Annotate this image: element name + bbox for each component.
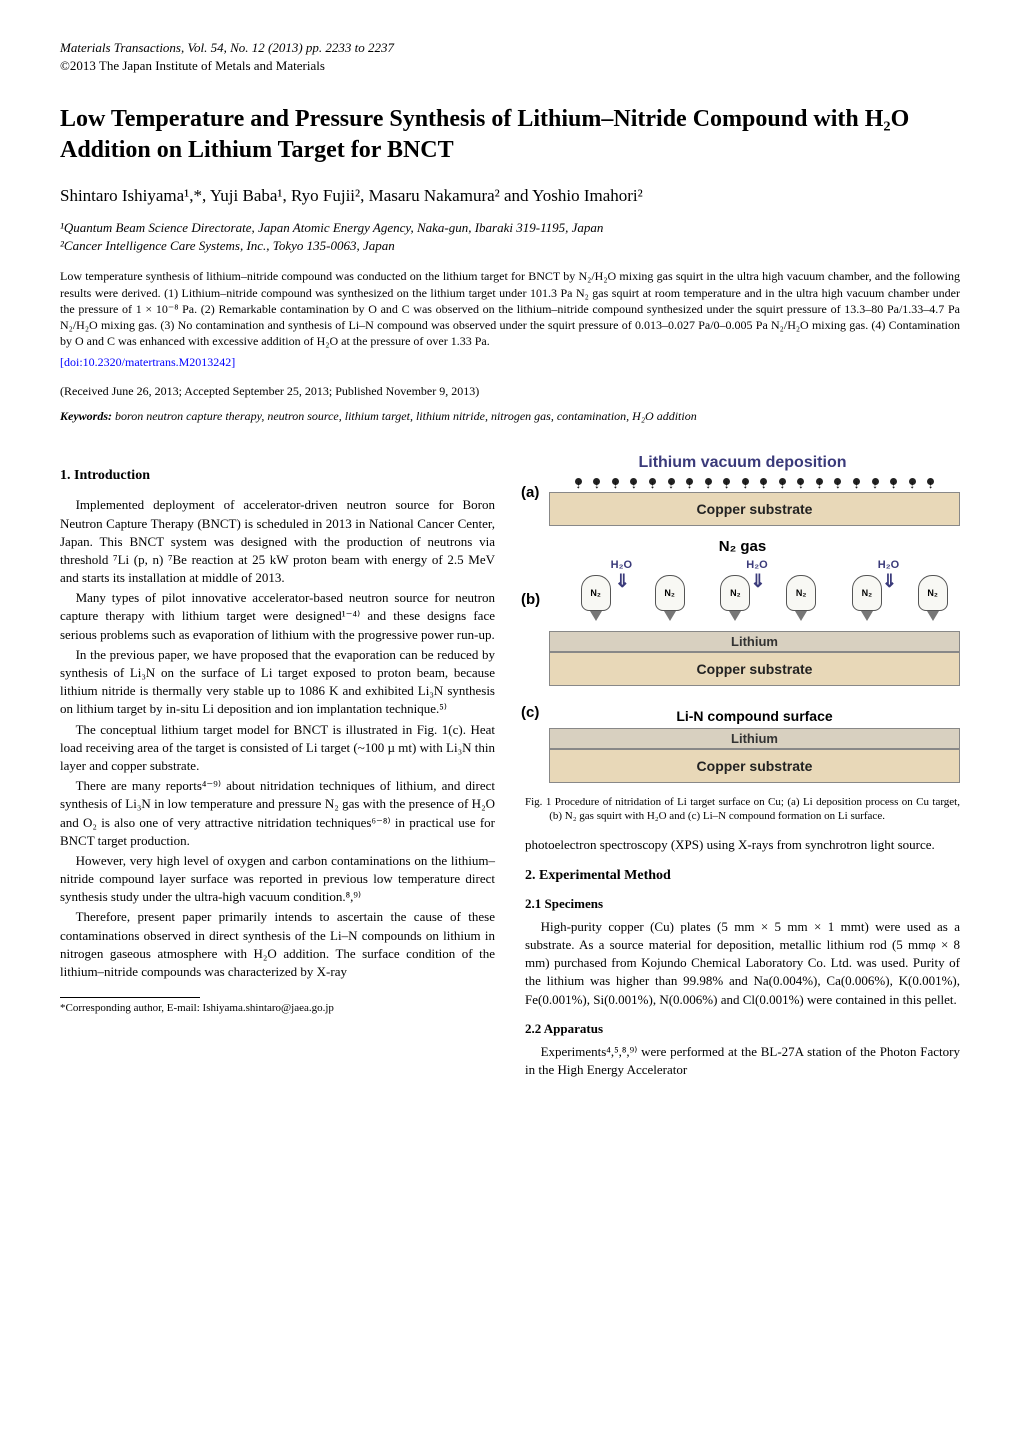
panel-c-label: (c) bbox=[521, 704, 539, 721]
deposition-arrow-icon: ↓ bbox=[742, 481, 748, 490]
panel-b-label: (b) bbox=[521, 591, 540, 608]
deposition-arrow-icon: ↓ bbox=[687, 481, 693, 490]
journal-header: Materials Transactions, Vol. 54, No. 12 … bbox=[60, 40, 960, 56]
h2o-label: H₂O bbox=[611, 559, 632, 571]
lin-compound-surface-label: Li-N compound surface bbox=[549, 704, 960, 728]
deposition-arrow-icon: ↓ bbox=[817, 481, 823, 490]
corresponding-author-footnote: *Corresponding author, E-mail: Ishiyama.… bbox=[60, 1002, 495, 1014]
section-1-heading: 1. Introduction bbox=[60, 468, 495, 484]
gas-squirt-row: N₂N₂N₂N₂N₂N₂H₂O⇓H₂O⇓H₂O⇓ bbox=[549, 561, 960, 631]
deposition-arrow-icon: ↓ bbox=[909, 481, 915, 490]
deposition-arrow-icon: ↓ bbox=[724, 481, 730, 490]
affiliation-1: ¹Quantum Beam Science Directorate, Japan… bbox=[60, 220, 960, 236]
apparatus-para: Experiments⁴,⁵,⁸,⁹⁾ were performed at th… bbox=[525, 1043, 960, 1079]
nozzle-body-label: N₂ bbox=[852, 575, 882, 611]
figure-1-panel-b: (b) N₂N₂N₂N₂N₂N₂H₂O⇓H₂O⇓H₂O⇓ Lithium Cop… bbox=[525, 561, 960, 686]
intro-para-2: Many types of pilot innovative accelerat… bbox=[60, 589, 495, 644]
lithium-layer-c: Lithium bbox=[549, 728, 960, 749]
left-column: 1. Introduction Implemented deployment o… bbox=[60, 454, 495, 1081]
received-line: (Received June 26, 2013; Accepted Septem… bbox=[60, 384, 960, 399]
subsection-2-1-heading: 2.1 Specimens bbox=[525, 896, 960, 912]
affiliation-2: ²Cancer Intelligence Care Systems, Inc.,… bbox=[60, 238, 960, 254]
intro-para-3: In the previous paper, we have proposed … bbox=[60, 646, 495, 719]
right-column: Lithium vacuum deposition (a) ↓↓↓↓↓↓↓↓↓↓… bbox=[525, 454, 960, 1081]
deposition-arrow-icon: ↓ bbox=[576, 481, 582, 490]
deposition-arrow-icon: ↓ bbox=[613, 481, 619, 490]
panel-a-label: (a) bbox=[521, 484, 539, 501]
specimens-para: High-purity copper (Cu) plates (5 mm × 5… bbox=[525, 918, 960, 1009]
deposition-arrow-icon: ↓ bbox=[780, 481, 786, 490]
nozzle-tip-icon bbox=[664, 611, 676, 621]
intro-para-6: However, very high level of oxygen and c… bbox=[60, 852, 495, 907]
nozzle-body-label: N₂ bbox=[581, 575, 611, 611]
abstract-text: Low temperature synthesis of lithium–nit… bbox=[60, 268, 960, 349]
gas-nozzle: N₂ bbox=[648, 575, 692, 621]
keywords-text: boron neutron capture therapy, neutron s… bbox=[115, 409, 697, 423]
n2-gas-label: N₂ gas bbox=[525, 538, 960, 555]
copyright-line: ©2013 The Japan Institute of Metals and … bbox=[60, 58, 960, 74]
gas-nozzle: N₂ bbox=[574, 575, 618, 621]
nozzle-body-label: N₂ bbox=[720, 575, 750, 611]
intro-para-7: Therefore, present paper primarily inten… bbox=[60, 908, 495, 981]
intro-para-1: Implemented deployment of accelerator-dr… bbox=[60, 496, 495, 587]
nozzle-body-label: N₂ bbox=[918, 575, 948, 611]
copper-substrate-a: Copper substrate bbox=[549, 492, 960, 526]
figure-1-panel-c: (c) Li-N compound surface Lithium Copper… bbox=[525, 704, 960, 783]
deposition-arrow-icon: ↓ bbox=[705, 481, 711, 490]
section-2-heading: 2. Experimental Method bbox=[525, 868, 960, 884]
doi-link[interactable]: [doi:10.2320/matertrans.M2013242] bbox=[60, 355, 960, 370]
deposition-arrow-icon: ↓ bbox=[798, 481, 804, 490]
gas-nozzle: N₂ bbox=[779, 575, 823, 621]
intro-para-5: There are many reports⁴⁻⁹⁾ about nitrida… bbox=[60, 777, 495, 850]
authors-line: Shintaro Ishiyama¹,*, Yuji Baba¹, Ryo Fu… bbox=[60, 186, 960, 206]
figure-1-caption: Fig. 1 Procedure of nitridation of Li ta… bbox=[525, 795, 960, 824]
deposition-arrow-icon: ↓ bbox=[761, 481, 767, 490]
deposition-arrow-icon: ↓ bbox=[650, 481, 656, 490]
figure-1: Lithium vacuum deposition (a) ↓↓↓↓↓↓↓↓↓↓… bbox=[525, 454, 960, 823]
h2o-label: H₂O bbox=[746, 559, 767, 571]
deposition-arrow-icon: ↓ bbox=[631, 481, 637, 490]
deposition-arrow-icon: ↓ bbox=[854, 481, 860, 490]
nozzle-tip-icon bbox=[795, 611, 807, 621]
h2o-label: H₂O bbox=[878, 559, 899, 571]
nozzle-tip-icon bbox=[861, 611, 873, 621]
footnote-separator bbox=[60, 997, 200, 998]
deposition-arrow-icon: ↓ bbox=[835, 481, 841, 490]
lithium-deposition-arrows: ↓ ↓ ↓ ↓ ↓ ↓ ↓ ↓ ↓ ↓ ↓ ↓ ↓ ↓ ↓ ↓ ↓ ↓ ↓ ↓ bbox=[549, 481, 960, 490]
paper-title: Low Temperature and Pressure Synthesis o… bbox=[60, 104, 960, 166]
subsection-2-2-heading: 2.2 Apparatus bbox=[525, 1021, 960, 1037]
lithium-layer-b: Lithium bbox=[549, 631, 960, 652]
deposition-arrow-icon: ↓ bbox=[891, 481, 897, 490]
nozzle-tip-icon bbox=[729, 611, 741, 621]
figure-1-title: Lithium vacuum deposition bbox=[525, 454, 960, 472]
h2o-arrow-icon: ⇓ bbox=[750, 571, 765, 592]
nozzle-body-label: N₂ bbox=[655, 575, 685, 611]
deposition-arrow-icon: ↓ bbox=[872, 481, 878, 490]
deposition-arrow-icon: ↓ bbox=[594, 481, 600, 490]
h2o-arrow-icon: ⇓ bbox=[615, 571, 630, 592]
gas-nozzle: N₂ bbox=[911, 575, 955, 621]
keywords-line: Keywords: boron neutron capture therapy,… bbox=[60, 409, 960, 424]
deposition-arrow-icon: ↓ bbox=[928, 481, 934, 490]
keywords-label: Keywords: bbox=[60, 409, 112, 423]
nozzle-body-label: N₂ bbox=[786, 575, 816, 611]
deposition-arrow-icon: ↓ bbox=[668, 481, 674, 490]
intro-para-4: The conceptual lithium target model for … bbox=[60, 721, 495, 776]
figure-1-panel-a: (a) ↓↓↓↓↓↓↓↓↓↓↓↓↓↓↓↓↓↓↓↓ Copper substrat… bbox=[525, 478, 960, 526]
copper-substrate-c: Copper substrate bbox=[549, 749, 960, 783]
nozzle-tip-icon bbox=[590, 611, 602, 621]
two-column-layout: 1. Introduction Implemented deployment o… bbox=[60, 454, 960, 1081]
h2o-arrow-icon: ⇓ bbox=[882, 571, 897, 592]
nozzle-tip-icon bbox=[927, 611, 939, 621]
intro-para-7-continued: photoelectron spectroscopy (XPS) using X… bbox=[525, 836, 960, 854]
copper-substrate-b: Copper substrate bbox=[549, 652, 960, 686]
